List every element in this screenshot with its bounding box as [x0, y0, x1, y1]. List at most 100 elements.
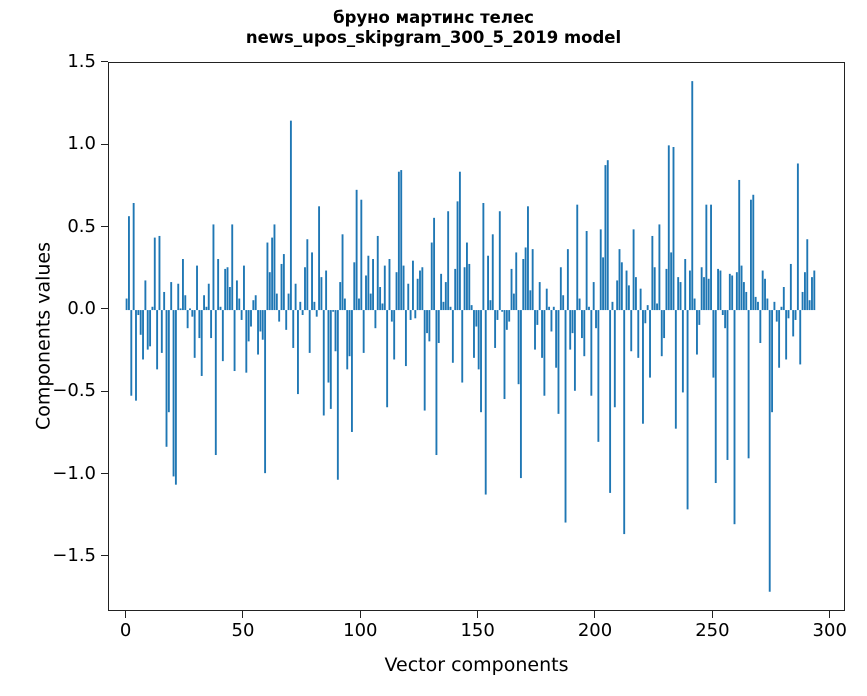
bar: [250, 310, 252, 327]
bar: [787, 310, 790, 319]
bar: [782, 287, 785, 311]
bar: [475, 310, 478, 327]
bar: [745, 291, 748, 311]
bar: [538, 282, 541, 311]
bar: [700, 267, 703, 311]
bar: [449, 306, 452, 311]
y-tick-label: −1.5: [52, 545, 96, 567]
bar: [634, 277, 637, 311]
bar: [402, 265, 405, 311]
bar: [205, 306, 208, 311]
bar: [362, 310, 365, 353]
bar: [473, 310, 475, 358]
bar: [705, 204, 708, 311]
plot-axes: [108, 62, 845, 611]
bar: [806, 239, 809, 311]
y-tick-mark: [101, 308, 108, 310]
bar: [264, 310, 267, 474]
bar: [196, 265, 198, 311]
bar: [463, 267, 466, 311]
bar: [339, 282, 342, 311]
bar: [350, 310, 353, 432]
bar: [407, 283, 410, 311]
bar: [562, 295, 565, 311]
bar: [212, 224, 215, 311]
bar: [527, 206, 529, 311]
bar: [372, 259, 374, 311]
bar: [686, 310, 689, 510]
bar: [400, 170, 403, 311]
bar: [757, 301, 759, 311]
bar: [649, 310, 651, 378]
bar: [306, 239, 309, 311]
bar: [132, 203, 135, 311]
bar: [529, 290, 532, 311]
bar: [663, 310, 666, 339]
bar: [142, 310, 144, 360]
bar: [684, 259, 687, 311]
bar: [336, 310, 339, 480]
bar: [304, 267, 306, 311]
bar: [466, 242, 468, 311]
bar: [243, 265, 245, 311]
bar: [174, 310, 177, 485]
bar: [496, 310, 499, 320]
bar: [170, 282, 173, 311]
bar: [771, 310, 774, 413]
x-tick-label: 200: [577, 620, 613, 641]
bar: [674, 310, 677, 429]
bar: [688, 270, 691, 311]
bar: [644, 310, 647, 324]
bar: [374, 310, 377, 329]
bar: [489, 300, 492, 311]
x-tick-label: 50: [231, 620, 255, 641]
x-axis-ticks-and-labels: 0 50 100 150 200 250 300: [108, 611, 847, 641]
bar: [285, 310, 288, 330]
bar: [569, 310, 572, 350]
bar: [456, 201, 459, 311]
bar: [343, 298, 346, 311]
bar: [421, 267, 424, 311]
bar: [379, 287, 382, 311]
bar: [189, 308, 191, 311]
bar: [355, 189, 358, 311]
bar: [512, 293, 515, 311]
bar: [703, 277, 705, 311]
bar: [733, 310, 736, 525]
bar: [581, 310, 583, 339]
bar: [151, 306, 154, 311]
bar: [444, 282, 447, 311]
bar: [778, 310, 781, 368]
bar: [543, 310, 546, 396]
bar: [738, 179, 741, 311]
bar: [698, 310, 701, 325]
bar: [780, 306, 783, 311]
bar: [588, 306, 590, 311]
bar: [632, 229, 635, 311]
chart-title-line-2: news_upos_skipgram_300_5_2019 model: [245, 28, 622, 47]
bar: [257, 310, 259, 355]
y-tick-label: 0.0: [67, 298, 96, 320]
bar: [627, 285, 630, 311]
bar: [491, 234, 494, 311]
bar: [419, 270, 421, 311]
x-tick-mark: [711, 611, 713, 618]
bar: [707, 278, 710, 311]
bar: [210, 310, 213, 339]
bar: [691, 81, 694, 311]
bar: [198, 310, 201, 339]
bar: [386, 310, 389, 408]
bar: [200, 310, 203, 376]
bar: [501, 310, 504, 312]
bar: [388, 259, 391, 311]
bar: [630, 310, 633, 352]
bar: [393, 310, 396, 360]
bar: [313, 301, 316, 311]
bar: [437, 310, 440, 344]
bar: [794, 310, 797, 320]
bar: [454, 268, 457, 311]
bar: [566, 249, 569, 311]
bar: [172, 310, 175, 477]
bar: [505, 310, 508, 330]
bar: [541, 310, 543, 358]
